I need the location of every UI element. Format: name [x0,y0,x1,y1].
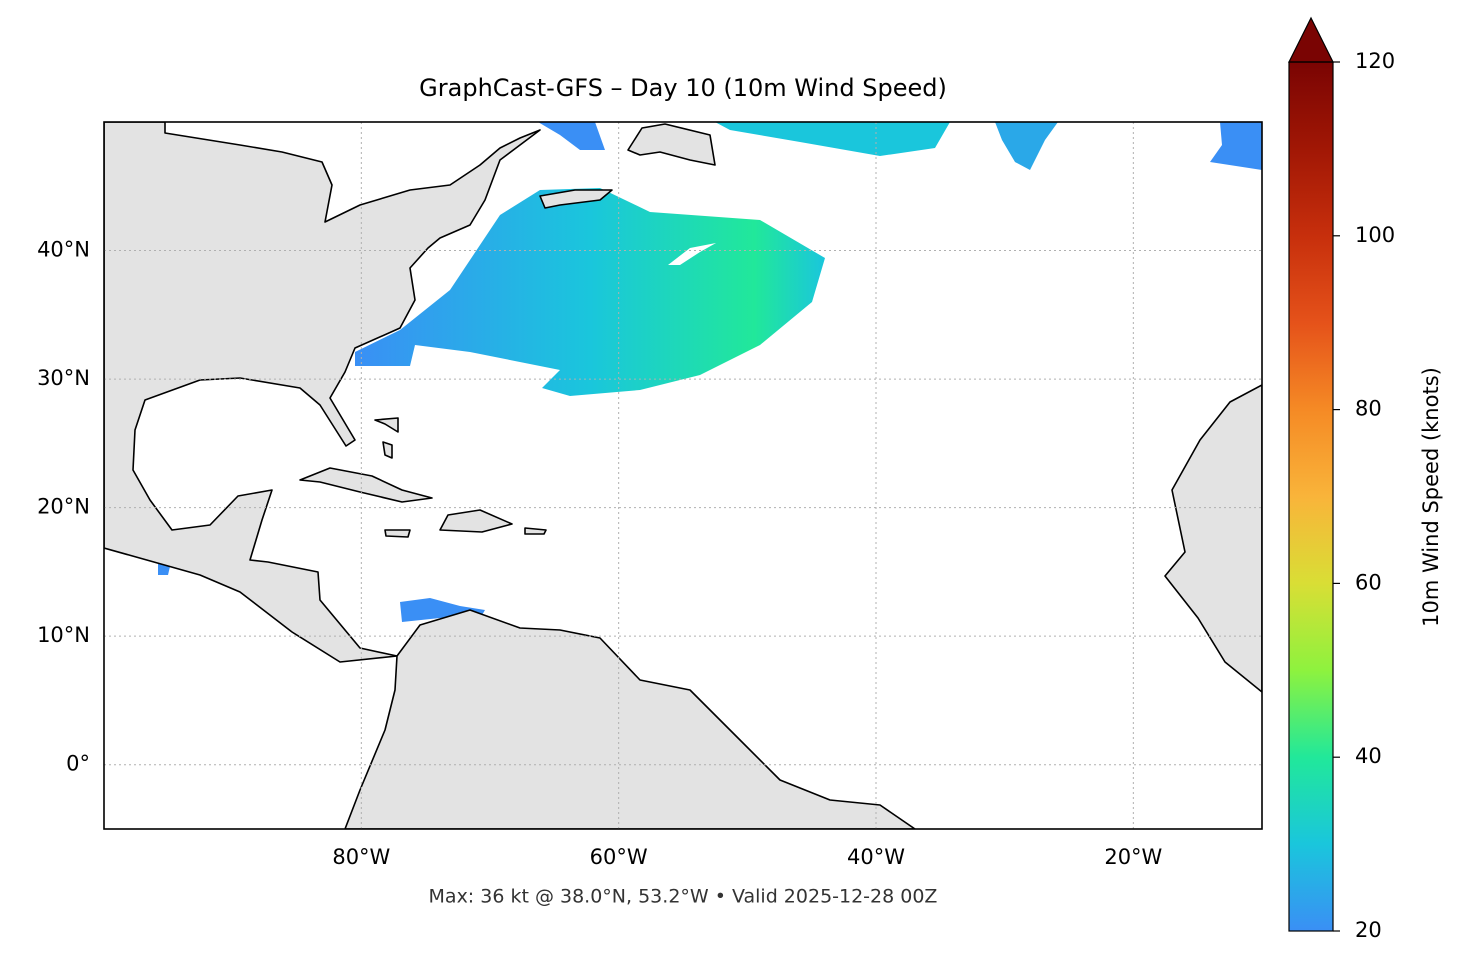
y-tick-label: 10°N [37,623,90,647]
newfoundland [627,123,716,166]
x-tick-label: 80°W [332,845,390,869]
colorbar-label: 10m Wind Speed (knots) [1419,367,1443,627]
wind-region [995,122,1058,170]
map-layer [104,122,1262,829]
colorbar-frame [1288,61,1334,932]
colorbar-tick-label: 40 [1355,744,1382,768]
south-america [344,609,916,829]
land [104,122,1262,829]
hispaniola [439,509,513,533]
footnote: Max: 36 kt @ 38.0°N, 53.2°W • Valid 2025… [429,886,938,908]
plot-frame [103,121,1263,830]
cuba [299,467,433,503]
y-tick-label: 0° [66,752,90,776]
wind-region [715,122,950,156]
wind-region [538,122,605,150]
wind-region [1210,122,1262,170]
y-tick-label: 20°N [37,495,90,519]
jamaica [384,529,411,538]
colorbar-tick-label: 120 [1355,49,1395,73]
colorbar-tick-label: 60 [1355,570,1382,594]
colorbar-extend [1288,16,1334,63]
y-tick-label: 30°N [37,366,90,390]
wind-field [158,122,1262,622]
colorbar-gradient [1289,62,1333,931]
x-tick-label: 20°W [1104,845,1162,869]
nova-scotia [539,189,613,209]
x-tick-label: 60°W [590,845,648,869]
grid [104,122,1262,829]
chart-title: GraphCast-GFS – Day 10 (10m Wind Speed) [419,74,947,102]
colorbar: 10m Wind Speed (knots) 20 40 60 80 100 120 [1288,16,1443,942]
wind-region [355,188,825,396]
x-tick-label: 40°W [847,845,905,869]
y-tick-label: 40°N [37,238,90,262]
colorbar-tick-label: 100 [1355,223,1395,247]
africa [1164,384,1262,693]
colorbar-tick-label: 20 [1355,918,1382,942]
puerto-rico [524,527,547,535]
north-america [104,122,541,663]
colorbar-tick-label: 80 [1355,397,1382,421]
bahamas [374,417,399,459]
